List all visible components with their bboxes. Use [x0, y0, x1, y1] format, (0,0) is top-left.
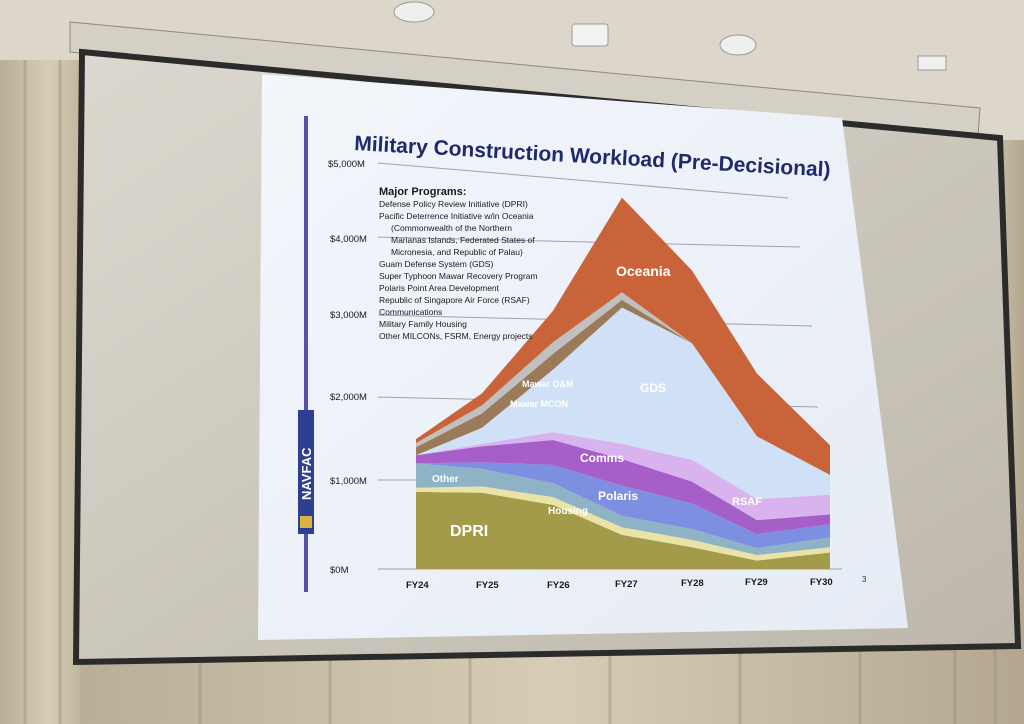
- area-dpri: [416, 491, 830, 569]
- area-comms: [416, 440, 830, 535]
- ceiling-light-1: [393, 1, 435, 23]
- program-line-9: Republic of Singapore Air Force (RSAF): [379, 295, 530, 305]
- program-line-3: (Commonwealth of the Northern: [391, 223, 512, 233]
- x-tick-label: FY24: [406, 580, 429, 591]
- program-line-4: Marianas Islands, Federated States of: [391, 235, 535, 245]
- label-comms: Comms: [580, 451, 624, 465]
- x-tick-label: FY25: [476, 580, 499, 591]
- x-tick-label: FY29: [745, 577, 768, 588]
- navfac-logo: [298, 410, 314, 534]
- x-axis-tick-labels: FY24 FY25 FY26 FY27 FY28 FY29 FY30: [406, 577, 833, 591]
- area-oceania: [416, 197, 830, 475]
- y-tick-label: $4,000M: [330, 234, 367, 245]
- label-other: Other: [432, 474, 459, 485]
- y-tick-label: $3,000M: [330, 310, 367, 321]
- label-polaris: Polaris: [598, 489, 638, 503]
- program-line-11: Military Family Housing: [379, 319, 467, 329]
- x-tick-label: FY26: [547, 580, 570, 591]
- label-oceania: Oceania: [616, 263, 671, 279]
- label-mawar-om: Mawar O&M: [522, 379, 574, 389]
- x-tick-label: FY27: [615, 579, 638, 590]
- logo-text: NAVFAC: [299, 447, 314, 500]
- y-tick-label: $5,000M: [328, 159, 365, 170]
- x-tick-label: FY30: [810, 577, 833, 588]
- program-line-2: Pacific Deterrence Initiative w/in Ocean…: [379, 211, 534, 221]
- program-line-8: Polaris Point Area Development: [379, 283, 500, 293]
- ceiling-light-2: [719, 34, 757, 56]
- y-axis-tick-labels: $0M $1,000M $2,000M $3,000M $4,000M $5,000M: [328, 159, 367, 576]
- y-tick-label: $0M: [330, 565, 349, 576]
- program-line-7: Super Typhoon Mawar Recovery Program: [379, 271, 538, 281]
- label-dpri: DPRI: [450, 523, 488, 540]
- area-gds: [416, 307, 830, 500]
- programs-heading: Major Programs:: [379, 186, 466, 198]
- area-rsaf: [416, 432, 830, 521]
- programs-list: Major Programs: Defense Policy Review In…: [379, 186, 538, 341]
- area-other: [416, 463, 830, 555]
- page-number: 3: [862, 575, 867, 584]
- label-rsaf: RSAF: [732, 496, 762, 508]
- ceiling-vent: [917, 55, 947, 71]
- label-mawar-mcon: Mawar MCON: [510, 399, 568, 409]
- program-line-12: Other MILCONs, FSRM, Energy projects: [379, 331, 533, 341]
- program-line-6: Guam Defense System (GDS): [379, 259, 493, 269]
- program-line-1: Defense Policy Review Initiative (DPRI): [379, 199, 528, 209]
- label-gds: GDS: [640, 381, 666, 395]
- program-line-10: Communications: [379, 307, 442, 317]
- x-tick-label: FY28: [681, 578, 704, 589]
- y-tick-label: $1,000M: [330, 476, 367, 487]
- slide-title: Military Construction Workload (Pre-Deci…: [354, 132, 831, 182]
- program-line-5: Micronesia, and Republic of Palau): [391, 247, 523, 257]
- area-housing: [416, 486, 830, 561]
- label-housing: Housing: [548, 506, 588, 517]
- series-labels: Oceania GDS Mawar O&M Mawar MCON Comms P…: [432, 263, 762, 540]
- area-polaris: [416, 462, 830, 549]
- y-tick-label: $2,000M: [330, 392, 367, 403]
- ceiling-sensor: [571, 23, 609, 47]
